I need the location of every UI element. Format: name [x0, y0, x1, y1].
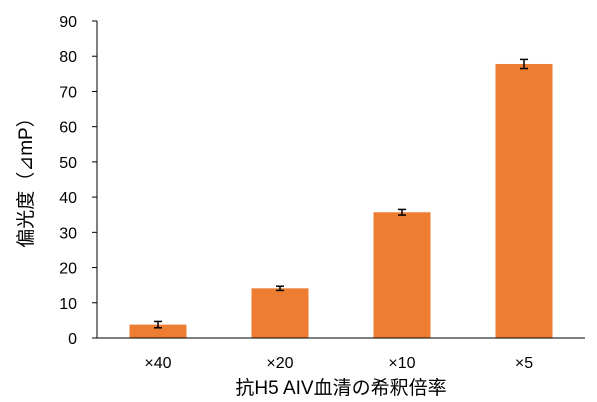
x-axis-title: 抗H5 AIV血清の希釈倍率	[235, 377, 446, 399]
bar	[373, 212, 431, 338]
x-tick-label: ×5	[515, 355, 533, 372]
x-tick-label: ×40	[144, 355, 171, 372]
x-axis-ticks: ×40 ×20 ×10 ×5	[144, 355, 533, 372]
x-tick-label: ×20	[266, 355, 293, 372]
y-tick-label: 30	[59, 225, 77, 242]
y-tick-label: 40	[59, 190, 77, 207]
error-bar	[520, 58, 528, 70]
y-axis-ticks: 0 10 20 30 40 50 60 70 80 90	[59, 14, 97, 348]
y-tick-label: 50	[59, 155, 77, 172]
error-bars-group	[154, 58, 528, 329]
y-axis-title: 偏光度（⊿mP）	[15, 108, 37, 247]
error-bar	[398, 208, 406, 216]
y-tick-label: 0	[68, 331, 77, 348]
y-tick-label: 10	[59, 296, 77, 313]
x-tick-label: ×10	[388, 355, 415, 372]
bars-group	[129, 63, 553, 339]
error-bar	[154, 320, 162, 329]
bar	[495, 63, 553, 339]
bar	[129, 324, 187, 338]
y-tick-label: 20	[59, 261, 77, 278]
error-bar	[276, 285, 284, 292]
y-tick-label: 60	[59, 120, 77, 137]
bar	[251, 288, 309, 338]
y-tick-label: 80	[59, 49, 77, 66]
y-tick-label: 90	[59, 14, 77, 31]
y-tick-label: 70	[59, 84, 77, 101]
